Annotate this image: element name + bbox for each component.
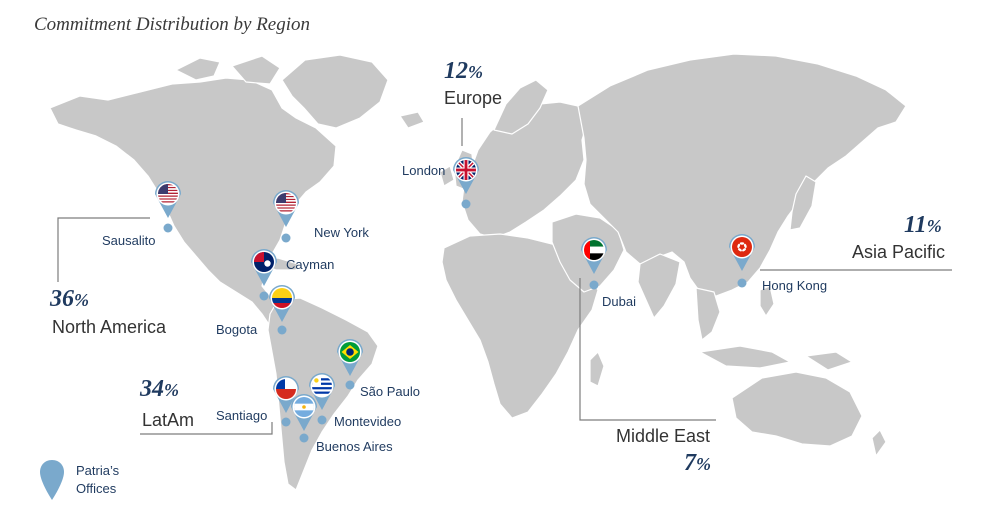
office-label-santiago: Santiago: [216, 408, 268, 423]
office-pin-uruguay: [309, 373, 335, 425]
europe-percentage-symbol: %: [468, 62, 483, 82]
office-label-cayman: Cayman: [286, 257, 335, 272]
middle-east-percentage: 7%: [684, 450, 711, 477]
north-america-percentage: 36%: [50, 286, 89, 313]
new-guinea-landmass: [805, 351, 853, 371]
office-pin-uae: [581, 237, 607, 290]
europe-label: Europe: [444, 88, 503, 108]
legend-pin-icon: [40, 460, 64, 500]
office-pin-brazil: [337, 339, 363, 390]
australia-landmass: [731, 371, 863, 447]
legend-label-line-1: Patria’s: [76, 463, 120, 478]
office-label-bogota: Bogota: [216, 322, 258, 337]
uruguay-flag-icon: [312, 376, 332, 396]
office-pin-usa: [155, 181, 181, 233]
asia-pacific-percentage: 11%: [904, 212, 942, 239]
office-pin-chile: [273, 376, 299, 427]
office-label-buenos-aires: Buenos Aires: [316, 439, 393, 454]
office-label-sao-paulo: São Paulo: [360, 384, 420, 399]
indonesia-landmass: [699, 345, 791, 369]
north-america-percentage-symbol: %: [74, 290, 89, 310]
hong-kong-flag-icon: [732, 237, 752, 257]
latam-label: LatAm: [142, 410, 195, 430]
asia-pacific-label: Asia Pacific: [852, 242, 946, 262]
office-location-dot: [737, 278, 747, 288]
north-america-percentage-number: 36: [50, 286, 74, 312]
india-landmass: [637, 253, 681, 319]
ireland-landmass: [439, 165, 455, 187]
office-location-dot: [281, 233, 291, 243]
asia-pacific-percentage-symbol: %: [926, 216, 942, 236]
office-pin-uk: [453, 157, 479, 209]
office-location-dot: [281, 417, 291, 427]
office-location-dot: [317, 415, 327, 425]
southeast-asia-landmass: [695, 287, 721, 341]
usa-flag-icon: [158, 184, 178, 204]
middle-east-label: Middle East: [616, 426, 711, 446]
latam-percentage: 34%: [140, 376, 179, 403]
latam-leader-line: [140, 422, 273, 435]
middle-east-percentage-number: 7: [684, 450, 696, 476]
north-america-leader-line: [57, 217, 150, 282]
legend-label-line-2: Offices: [76, 481, 117, 496]
new-zealand-landmass: [871, 429, 887, 457]
office-pin-argentina: [291, 394, 317, 443]
philippines-landmass: [759, 285, 775, 317]
legend-label: Patria’s Offices: [76, 462, 119, 498]
office-pin-hong-kong: [729, 234, 755, 288]
office-pin-usa: [273, 190, 299, 243]
baffin-island-landmass: [231, 55, 281, 85]
cayman-flag-icon: [254, 252, 274, 272]
office-location-dot: [163, 223, 173, 233]
latam-percentage-number: 34: [140, 376, 164, 402]
office-label-dubai: Dubai: [602, 294, 636, 309]
argentina-flag-icon: [294, 397, 314, 417]
middle-east-percentage-symbol: %: [696, 454, 711, 474]
asia-landmass: [577, 53, 907, 297]
middle-east-leader-line: [579, 278, 716, 421]
scandinavia-landmass: [493, 79, 549, 135]
usa-flag-icon: [276, 193, 296, 213]
office-location-dot: [461, 199, 471, 209]
madagascar-landmass: [589, 351, 605, 387]
colombia-flag-icon: [272, 288, 292, 308]
asia-pacific-percentage-number: 11: [904, 212, 927, 238]
office-pin-colombia: [269, 285, 295, 335]
japan-landmass: [789, 175, 817, 231]
office-label-london: London: [402, 163, 446, 178]
office-label-hong-kong: Hong Kong: [762, 278, 828, 293]
iceland-landmass: [399, 111, 425, 129]
uk-flag-icon: [456, 160, 476, 180]
north-america-label: North America: [52, 317, 167, 337]
chile-flag-icon: [276, 379, 296, 399]
office-location-dot: [259, 291, 269, 301]
office-location-dot: [589, 280, 599, 290]
office-location-dot: [277, 325, 287, 335]
office-location-dot: [345, 380, 355, 390]
office-pin-cayman: [251, 249, 277, 301]
arctic-islands-landmass: [175, 57, 221, 81]
office-label-new-york: New York: [314, 225, 369, 240]
office-label-sausalito: Sausalito: [102, 233, 156, 248]
europe-percentage: 12%: [444, 58, 483, 85]
greenland-landmass: [281, 54, 389, 129]
europe-percentage-number: 12: [444, 58, 468, 84]
latam-percentage-symbol: %: [164, 380, 179, 400]
office-label-montevideo: Montevideo: [334, 414, 402, 429]
office-location-dot: [299, 433, 309, 443]
brazil-flag-icon: [340, 342, 360, 362]
africa-landmass: [441, 233, 599, 419]
uae-flag-icon: [584, 240, 604, 260]
chart-title: Commitment Distribution by Region: [34, 14, 311, 35]
